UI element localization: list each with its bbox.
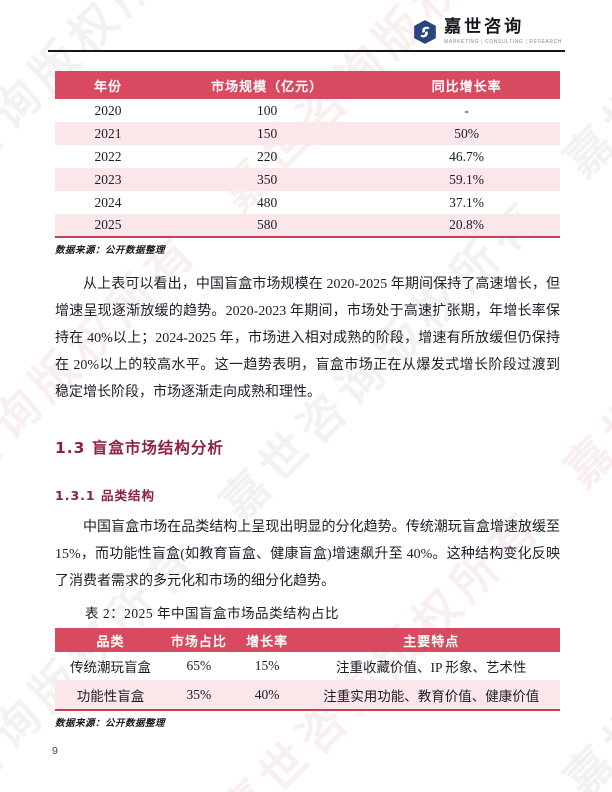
table-row: 2020 100- — [94, 102, 469, 118]
table-caption: 表 2：2025 年中国盲盒市场品类结构占比 — [85, 606, 339, 621]
column-header-growth-rate: 增长率 — [231, 628, 303, 652]
page-header: 嘉世咨询 MARKETING | CONSULTING | RESEARCH — [412, 17, 562, 45]
market-size-table: 年份 市场规模（亿元） 同比增长率 2020 100- 2021 150 50% 20… — [55, 71, 560, 238]
column-header-market-share: 市场占比 — [166, 628, 232, 652]
company-name: 嘉世咨询 — [444, 17, 525, 37]
column-header-year: 年份 — [55, 71, 162, 99]
column-header-market-size: 市场规模（亿元） — [161, 71, 374, 99]
data-source-note: 数据来源：公开数据整理 — [55, 246, 166, 256]
analysis-paragraph: 从上表可以看出，中国盲盒市场规模在 2020-2025 年期间保持了高速增长，但… — [55, 277, 560, 400]
subsection-heading: 1.3.1 品类结构 — [55, 488, 155, 503]
page-number: 9 — [52, 745, 58, 757]
table-row: 2025 580 20.8% — [55, 214, 560, 237]
table-row: 2022 220 46.7% — [94, 148, 484, 164]
table-row: 功能性盲盒 35% 40% 注重实用功能、教育价值、健康价值 — [55, 680, 560, 710]
table-row: 2023 350 59.1% — [55, 168, 560, 191]
category-structure-paragraph: 中国盲盒市场在品类结构上呈现出明显的分化趋势。传统潮玩盲盒增速放缓至 15%，而… — [55, 520, 560, 589]
table-row: 传统潮玩盲盒 65% 15% 注重收藏价值、IP 形象、艺术性 — [70, 658, 527, 675]
page-content: 年份 市场规模（亿元） 同比增长率 2020 100- 2021 150 50% 20… — [55, 71, 560, 729]
header-divider — [48, 50, 565, 52]
company-tagline: MARKETING | CONSULTING | RESEARCH — [444, 39, 562, 46]
table-header-row: 品类 市场占比 增长率 主要特点 — [55, 628, 560, 652]
section-heading: 1.3 盲盒市场结构分析 — [55, 439, 224, 457]
table-row: 2024 480 37.1% — [94, 194, 484, 210]
table-header-row: 年份 市场规模（亿元） 同比增长率 — [55, 71, 560, 99]
table-row: 2021 150 50% — [55, 122, 560, 145]
data-source-note: 数据来源：公开数据整理 — [55, 719, 166, 729]
company-logo-icon — [414, 20, 436, 44]
column-header-key-features: 主要特点 — [302, 628, 560, 652]
column-header-category: 品类 — [55, 628, 167, 652]
company-logo: 嘉世咨询 MARKETING | CONSULTING | RESEARCH — [444, 17, 562, 45]
column-header-yoy-growth: 同比增长率 — [373, 71, 560, 99]
category-structure-table: 品类 市场占比 增长率 主要特点 传统潮玩盲盒 65% 15% 注重收藏价值、IP 形… — [55, 628, 560, 711]
